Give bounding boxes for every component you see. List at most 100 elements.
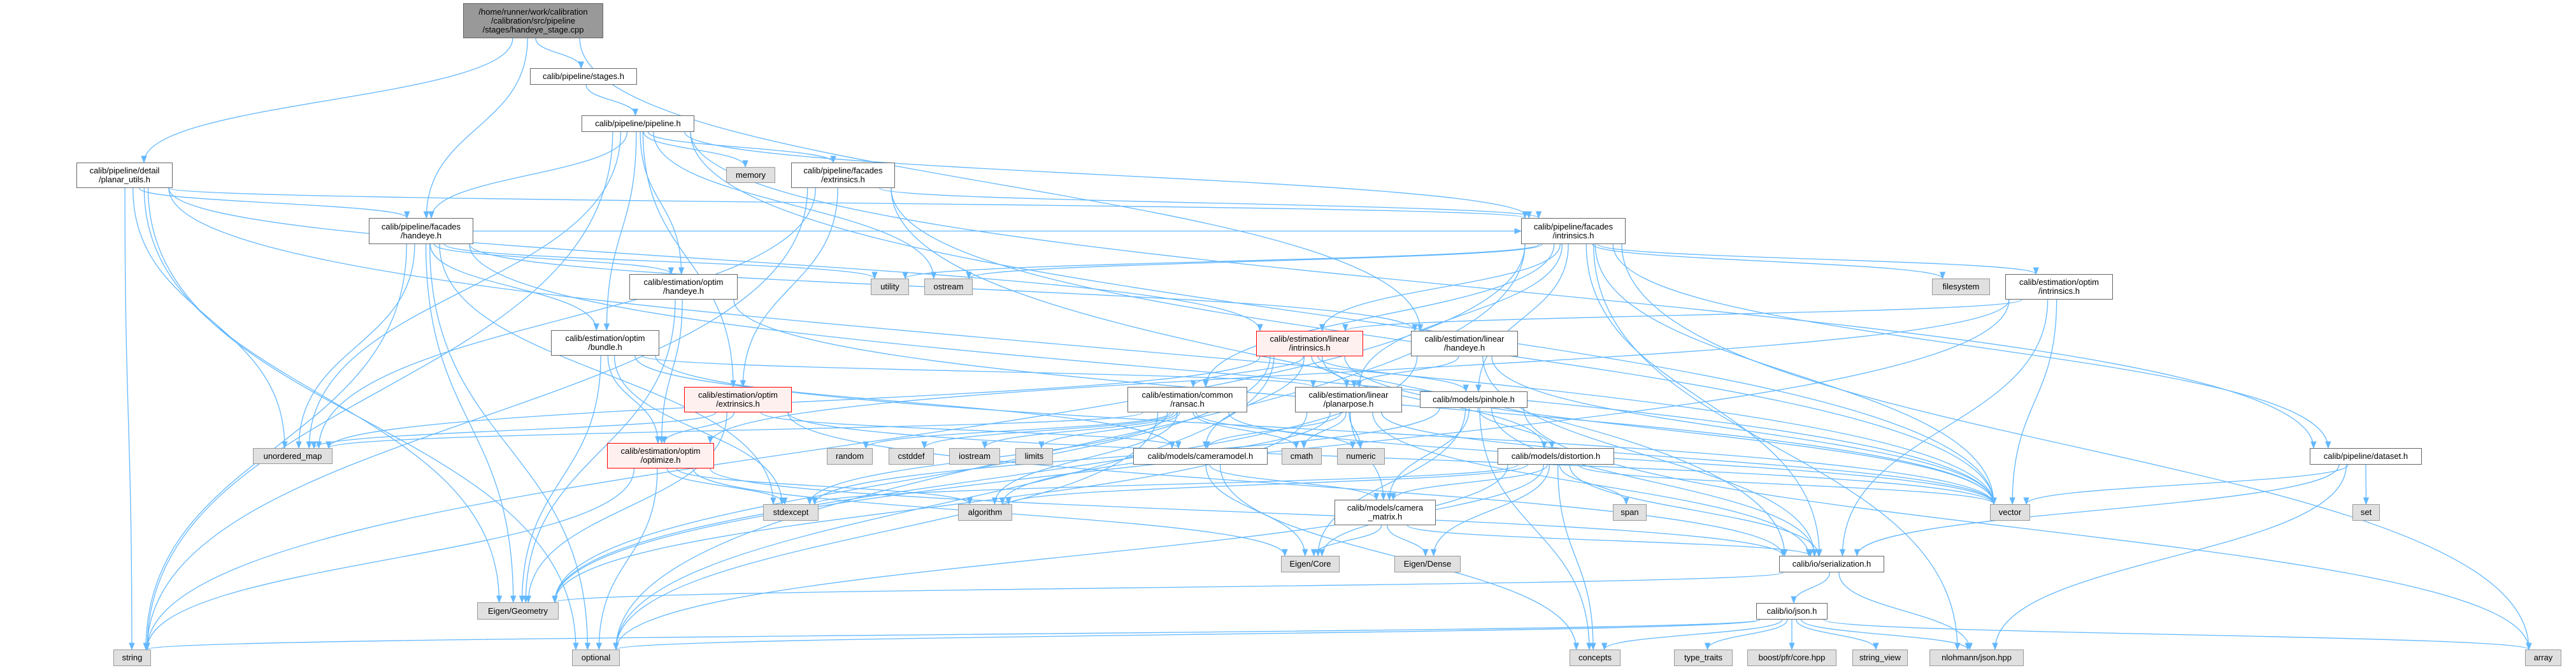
graph-node-ransac[interactable]: calib/estimation/common /ransac.h xyxy=(1127,387,1247,412)
edge-root-to-stages xyxy=(535,38,584,69)
edge-fac_extr-to-string xyxy=(144,187,808,651)
graph-node-optim-handeye[interactable]: calib/estimation/optim /handeye.h xyxy=(629,274,738,300)
graph-node-optional: optional xyxy=(572,650,620,666)
graph-node-planarpose[interactable]: calib/estimation/linear /planarpose.h xyxy=(1295,387,1402,412)
edge-fac_intr-to-array xyxy=(1621,243,2532,651)
graph-node-utility: utility xyxy=(871,279,909,295)
graph-node-string: string xyxy=(113,650,151,666)
graph-node-nlohmann: nlohmann/json.hpp xyxy=(1929,650,2024,666)
edge-planar_utils-to-string xyxy=(124,187,135,651)
edge-distortion-to-camera_matrix xyxy=(1390,464,1548,501)
edge-planar_utils-to-linear_intr xyxy=(168,187,1263,332)
graph-node-memory: memory xyxy=(726,167,775,183)
edge-linear_intr-to-cameramodel xyxy=(1202,356,1305,449)
edge-distortion-to-algorithm xyxy=(1005,464,1528,505)
edge-bundle-to-vector xyxy=(655,355,1997,505)
graph-node-optimize[interactable]: calib/estimation/optim /optimize.h xyxy=(607,443,714,468)
edge-dataset-to-vector xyxy=(2023,464,2349,505)
edge-pinhole-to-camera_matrix xyxy=(1386,407,1470,501)
edge-optim_intr-to-linear_intr xyxy=(1342,299,2022,332)
edge-pinhole-to-distortion xyxy=(1477,407,1556,449)
graph-node-fac-extr[interactable]: calib/pipeline/facades /extrinsics.h xyxy=(791,163,895,188)
edge-serialization-to-json_h xyxy=(1791,572,1831,604)
graph-node-fac-handeye[interactable]: calib/pipeline/facades /handeye.h xyxy=(369,218,473,244)
edge-optim_extr-to-optimize xyxy=(661,412,735,444)
edge-optim_intr-to-serialization xyxy=(1839,299,2049,557)
edge-fac_intr-to-vector xyxy=(1594,243,1997,505)
graph-node-pipeline[interactable]: calib/pipeline/pipeline.h xyxy=(582,115,694,132)
edge-optim_extr-to-vector xyxy=(787,412,1997,505)
edge-linear_intr-to-unordered_map xyxy=(326,356,1261,449)
graph-node-unordered-map: unordered_map xyxy=(253,448,333,464)
edge-optimize-to-serialization xyxy=(710,468,1786,557)
edge-fac_handeye-to-unordered_map xyxy=(296,243,415,449)
edge-ransac-to-cstddef xyxy=(921,412,1174,449)
edge-fac_handeye-to-string xyxy=(143,243,407,651)
edge-optim_extr-to-unordered_map xyxy=(311,412,717,449)
edge-distortion-to-vector xyxy=(1578,464,1997,505)
edge-bundle-to-eigen_geometry xyxy=(519,355,601,604)
edge-stages-to-pipeline xyxy=(585,84,639,117)
graph-node-pinhole[interactable]: calib/models/pinhole.h xyxy=(1420,391,1528,408)
graph-node-bundle[interactable]: calib/estimation/optim /bundle.h xyxy=(551,330,659,356)
graph-node-camera-matrix[interactable]: calib/models/camera _matrix.h xyxy=(1335,500,1436,525)
edge-dataset-to-nlohmann xyxy=(1992,464,2347,651)
edge-camera_matrix-to-eigen_core xyxy=(1310,525,1382,557)
edge-pipeline-to-fac_intr xyxy=(684,131,1532,219)
graph-node-stages[interactable]: calib/pipeline/stages.h xyxy=(530,68,637,85)
graph-node-planar-utils[interactable]: calib/pipeline/detail /planar_utils.h xyxy=(76,163,173,188)
graph-node-serialization[interactable]: calib/io/serialization.h xyxy=(1779,556,1884,572)
graph-node-cmath: cmath xyxy=(1282,448,1322,465)
graph-node-linear-intr[interactable]: calib/estimation/linear /intrinsics.h xyxy=(1256,331,1363,356)
graph-node-distortion[interactable]: calib/models/distortion.h xyxy=(1498,448,1614,465)
edge-pipeline-to-optim_handeye xyxy=(640,131,685,275)
edge-root-to-planar_utils xyxy=(141,38,513,164)
edge-fac_intr-to-nlohmann xyxy=(1593,243,1961,651)
graph-node-linear-handeye[interactable]: calib/estimation/linear /handeye.h xyxy=(1411,331,1518,356)
edge-planar_utils-to-vector xyxy=(168,187,1997,505)
edge-pipeline-to-optim_extr xyxy=(642,131,736,388)
edge-distortion-to-span xyxy=(1559,464,1629,505)
edge-json_h-to-nlohmann xyxy=(1800,619,1971,651)
edge-fac_intr-to-serialization xyxy=(1585,243,1822,557)
edge-ransac-to-cmath xyxy=(1192,412,1299,449)
graph-node-type-traits: type_traits xyxy=(1674,650,1733,666)
graph-node-stdexcept: stdexcept xyxy=(763,504,819,521)
edge-pipeline-to-fac_extr xyxy=(647,131,836,164)
edge-distortion-to-concepts xyxy=(1557,464,1596,651)
graph-node-optim-intr[interactable]: calib/estimation/optim /intrinsics.h xyxy=(2005,274,2113,300)
edge-planarpose-to-numeric xyxy=(1349,412,1364,449)
edge-ransac-to-algorithm xyxy=(991,412,1178,505)
edge-serialization-to-nlohmann xyxy=(1838,572,1973,651)
edge-linear_intr-to-optional xyxy=(613,356,1275,651)
edge-fac_extr-to-unordered_map xyxy=(315,187,816,449)
graph-node-json-h[interactable]: calib/io/json.h xyxy=(1756,603,1828,620)
graph-node-optim-extr[interactable]: calib/estimation/optim /extrinsics.h xyxy=(684,387,792,412)
edge-planar_utils-to-fac_intr xyxy=(168,187,1528,219)
edge-cameramodel-to-camera_matrix xyxy=(1209,464,1380,501)
graph-node-eigen-core: Eigen/Core xyxy=(1281,556,1340,572)
edge-fac_intr-to-filesystem xyxy=(1592,243,1946,280)
edge-distortion-to-eigen_dense xyxy=(1430,464,1550,557)
graph-node-iostream: iostream xyxy=(949,448,1000,465)
edge-pinhole-to-concepts xyxy=(1479,407,1592,651)
edge-bundle-to-planarpose xyxy=(641,355,1316,388)
graph-node-eigen-geometry: Eigen/Geometry xyxy=(477,602,559,620)
edge-json_h-to-type_traits xyxy=(1704,619,1788,651)
graph-node-fac-intr[interactable]: calib/pipeline/facades /intrinsics.h xyxy=(1521,218,1626,244)
edge-optim_intr-to-optimize xyxy=(707,299,2010,444)
edge-distortion-to-optional xyxy=(613,464,1508,651)
edge-serialization-to-eigen_geometry xyxy=(552,572,1784,604)
edge-pipeline-to-vector xyxy=(690,131,1997,505)
edge-fac_handeye-to-stdexcept xyxy=(439,243,776,505)
edge-planarpose-to-eigen_geometry xyxy=(552,412,1308,604)
graph-node-set: set xyxy=(2352,504,2380,521)
graph-node-cameramodel[interactable]: calib/models/cameramodel.h xyxy=(1133,448,1268,465)
graph-node-dataset[interactable]: calib/pipeline/dataset.h xyxy=(2310,448,2422,465)
graph-node-boost: boost/pfr/core.hpp xyxy=(1747,650,1836,666)
edge-fac_intr-to-optim_intr xyxy=(1597,243,2039,275)
edge-json_h-to-optional xyxy=(613,619,1761,651)
graph-node-root[interactable]: /home/runner/work/calibration /calibrati… xyxy=(463,3,603,38)
edge-pipeline-to-string xyxy=(144,131,613,651)
